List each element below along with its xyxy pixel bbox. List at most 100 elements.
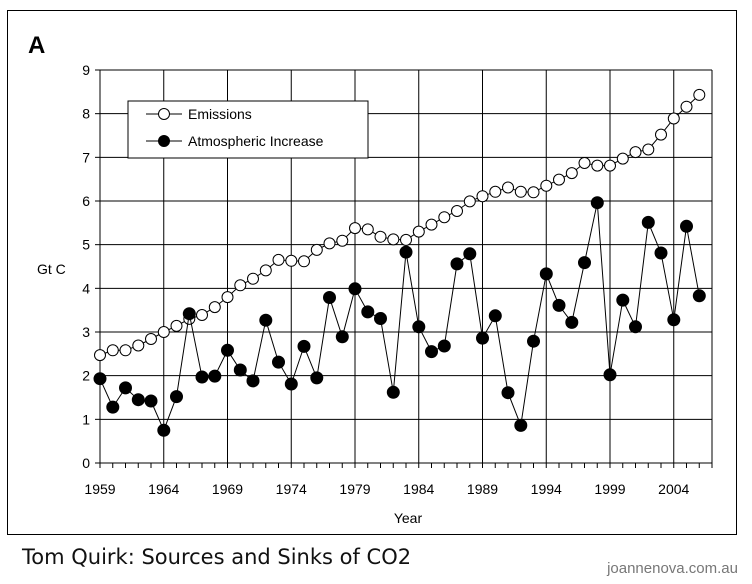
x-axis-label: Year (394, 510, 423, 526)
emissions-point (234, 279, 247, 292)
emissions-point (387, 233, 400, 246)
y-tick-label: 8 (82, 106, 90, 122)
emissions-point (565, 167, 578, 180)
x-tick-label: 2004 (658, 481, 689, 497)
y-tick-label: 6 (82, 193, 90, 209)
x-tick-label: 1984 (403, 481, 434, 497)
atmospheric-increase-point (208, 369, 222, 383)
atmospheric-increase-point (514, 418, 528, 432)
atmospheric-increase-point (667, 313, 681, 327)
legend: Emissions Atmospheric Increase (127, 100, 369, 159)
emissions-point (616, 152, 629, 165)
emissions-point (693, 88, 706, 101)
x-tick-label: 1994 (531, 481, 562, 497)
atmospheric-increase-point (641, 215, 655, 229)
atmospheric-increase-point (182, 307, 196, 321)
emissions-point (196, 309, 208, 321)
emissions-point (438, 211, 451, 224)
emissions-point (553, 173, 565, 186)
emissions-point (642, 143, 655, 156)
x-tick-label: 1974 (276, 481, 307, 497)
atmospheric-increase-line (99, 202, 700, 432)
emissions-point (463, 195, 476, 208)
atmospheric-increase-point (323, 291, 336, 304)
y-tick-label: 4 (82, 280, 90, 296)
atmospheric-increase-point (616, 293, 630, 307)
emissions-point (425, 218, 438, 231)
emissions-point (540, 179, 553, 192)
emissions-point (259, 264, 272, 277)
emissions-point (578, 157, 591, 169)
atmospheric-increase-point (310, 371, 324, 385)
emissions-point (374, 230, 387, 243)
emissions-point (502, 181, 514, 194)
series-layer (93, 88, 706, 437)
legend-label-atmospheric: Atmospheric Increase (188, 133, 324, 149)
y-tick-label: 5 (82, 237, 90, 253)
atmospheric-increase-point (246, 374, 260, 388)
y-tick-label: 3 (82, 324, 90, 340)
emissions-point (94, 349, 106, 362)
atmospheric-increase-point (361, 305, 375, 319)
emissions-point (412, 225, 425, 238)
atmospheric-increase-point (119, 381, 132, 395)
atmospheric-increase-point (590, 196, 604, 210)
atmospheric-increase-point (680, 219, 693, 233)
emissions-point (106, 344, 119, 357)
emissions-point (157, 326, 170, 338)
atmospheric-increase-point (399, 245, 413, 259)
atmospheric-increase-point (348, 282, 362, 296)
atmospheric-increase-point (425, 345, 438, 359)
emissions-point (349, 222, 361, 235)
emissions-point (655, 128, 667, 141)
x-tick-label: 1959 (84, 481, 115, 497)
atmospheric-increase-point (463, 247, 477, 261)
atmospheric-increase-point (233, 363, 247, 377)
emissions-point (489, 185, 502, 198)
atmospheric-increase-point (335, 330, 349, 344)
y-tick-label: 2 (82, 368, 90, 384)
y-tick-label: 0 (82, 455, 90, 471)
legend-marker-atmospheric (158, 135, 170, 147)
atmospheric-increase-point (654, 246, 668, 260)
emissions-point (323, 237, 336, 250)
chart-svg: A 0 1 2 3 4 5 6 7 8 9 1959 1964 1969 1974 1979 1984 1989… (28, 32, 713, 526)
atmospheric-increase-point (144, 394, 158, 408)
atmospheric-increase-point (578, 256, 591, 270)
emissions-point (591, 159, 604, 172)
emissions-point (680, 100, 693, 113)
emissions-point (132, 339, 145, 352)
emissions-point (629, 146, 642, 159)
emissions-point (298, 255, 310, 268)
caption: Tom Quirk: Sources and Sinks of CO2 (22, 545, 412, 569)
emissions-point (604, 159, 616, 172)
atmospheric-increase-point (565, 315, 579, 329)
emissions-point (514, 185, 527, 198)
emissions-point (145, 333, 157, 345)
atmospheric-increase-point (195, 370, 209, 384)
atmospheric-increase-point (157, 423, 171, 437)
atmospheric-increase-point (527, 334, 540, 348)
emissions-point (208, 301, 221, 314)
emissions-point (667, 112, 680, 125)
y-axis-label: Gt C (37, 261, 66, 277)
emissions-point (272, 253, 285, 266)
atmospheric-increase-point (488, 309, 502, 323)
emissions-point (247, 272, 259, 285)
y-tick-label: 1 (82, 411, 90, 427)
atmospheric-increase-point (170, 390, 183, 404)
chart-frame (7, 10, 737, 535)
emissions-point (221, 291, 234, 304)
atmospheric-increase-point (131, 393, 145, 407)
atmospheric-increase-point (259, 313, 273, 327)
atmospheric-increase-point (284, 377, 298, 391)
atmospheric-increase-point (437, 339, 451, 353)
atmospheric-increase-point (501, 386, 515, 400)
x-tick-label: 1964 (148, 481, 179, 497)
emissions-point (336, 234, 349, 247)
emissions-point (170, 319, 183, 332)
atmospheric-increase-point (221, 343, 234, 357)
x-tick-label: 1979 (339, 481, 370, 497)
emissions-point (451, 205, 463, 217)
atmospheric-increase-point (603, 368, 617, 382)
